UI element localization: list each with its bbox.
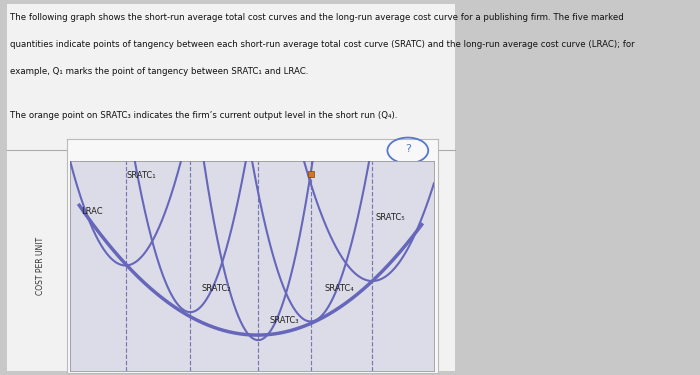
Text: The following graph shows the short-run average total cost curves and the long-r: The following graph shows the short-run … [10, 13, 624, 22]
Text: LRAC: LRAC [81, 207, 103, 216]
Text: SRATC₄: SRATC₄ [324, 285, 354, 294]
Text: The orange point on SRATC₃ indicates the firm’s current output level in the shor: The orange point on SRATC₃ indicates the… [10, 111, 398, 120]
Text: SRATC₃: SRATC₃ [270, 316, 299, 325]
FancyBboxPatch shape [7, 4, 455, 371]
Text: SRATC₂: SRATC₂ [202, 285, 231, 294]
Text: COST PER UNIT: COST PER UNIT [36, 237, 46, 296]
Text: SRATC₅: SRATC₅ [375, 213, 405, 222]
Text: quantities indicate points of tangency between each short-run average total cost: quantities indicate points of tangency b… [10, 40, 635, 49]
Text: ?: ? [405, 144, 411, 154]
Text: example, Q₁ marks the point of tangency between SRATC₁ and LRAC.: example, Q₁ marks the point of tangency … [10, 67, 309, 76]
Text: SRATC₁: SRATC₁ [127, 171, 156, 180]
